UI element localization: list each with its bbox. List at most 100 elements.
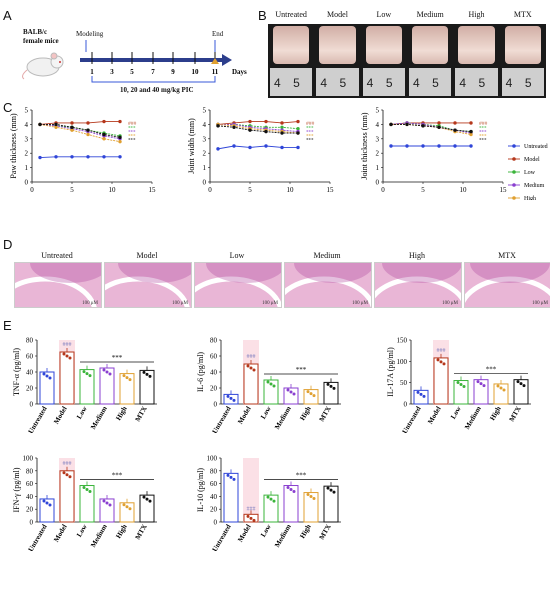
data-point	[405, 144, 409, 148]
data-point	[226, 473, 230, 477]
data-point	[125, 505, 129, 509]
day-label: 7	[151, 68, 155, 76]
treatment-significance: ***	[306, 139, 314, 144]
y-axis-label: IL-17A (pg/ml)	[386, 347, 395, 397]
y-tick-label: 20	[26, 385, 34, 393]
y-tick-label: 100	[207, 455, 218, 463]
ruler-digit: 4	[366, 76, 374, 90]
y-tick-label: 0	[30, 519, 34, 527]
data-point	[306, 390, 310, 394]
y-axis-label: Paw thickness (mm)	[9, 113, 18, 179]
treatment-significance: ***	[112, 472, 123, 480]
data-point	[469, 144, 473, 148]
treatment-significance: ***	[479, 131, 487, 136]
bar	[59, 470, 75, 523]
data-point	[296, 145, 300, 150]
series-line	[39, 123, 121, 143]
data-point	[86, 155, 90, 159]
y-tick-label: 100	[23, 455, 34, 463]
category-label: Low	[259, 404, 273, 420]
legend-label: Model	[524, 157, 540, 163]
paw-photo	[365, 26, 402, 64]
y-tick-label: 2	[203, 150, 207, 158]
data-point	[70, 128, 74, 132]
data-point	[148, 374, 152, 378]
histology-image: 100 μM	[374, 262, 462, 308]
data-point	[142, 495, 146, 499]
data-point	[226, 394, 230, 398]
data-point	[70, 155, 74, 159]
ruler	[362, 68, 405, 96]
timeline-svg: 1 3 5 7 9 10 11 Days	[80, 40, 247, 83]
treatment-significance: ***	[306, 127, 314, 132]
histology-image: 100 μM	[464, 262, 550, 308]
legend-label: Medium	[524, 183, 545, 189]
category-label: Medium	[463, 405, 483, 431]
histology-group-label: Low	[229, 251, 245, 260]
data-point	[86, 128, 90, 132]
data-point	[476, 380, 480, 384]
series-line	[391, 123, 472, 133]
y-tick-label: 1	[203, 164, 207, 172]
panel-label-b: B	[258, 8, 267, 23]
y-tick-label: 0	[25, 179, 29, 187]
data-point	[269, 497, 273, 501]
data-point	[122, 374, 126, 378]
series-line	[39, 123, 121, 140]
data-point	[232, 398, 236, 402]
data-point	[65, 473, 69, 477]
model-significance: ###	[306, 121, 315, 127]
y-tick-label: 80	[26, 337, 34, 345]
data-point	[469, 121, 473, 125]
panel-label-a: A	[3, 8, 12, 23]
data-point	[389, 144, 393, 148]
treatment-significance: ***	[296, 366, 307, 374]
y-tick-label: 60	[210, 353, 218, 361]
y-axis-label: Joint thickness (mm)	[360, 112, 369, 179]
ruler-digit: 5	[293, 76, 300, 90]
category-label: Untreated	[211, 405, 233, 435]
data-point	[102, 132, 106, 137]
x-tick-label: 0	[381, 186, 385, 194]
paw-photo	[273, 26, 310, 64]
data-point	[482, 384, 486, 388]
data-point	[289, 390, 293, 394]
category-label: Untreated	[27, 405, 49, 435]
ruler	[316, 68, 359, 96]
bar	[243, 363, 259, 405]
modeling-label: Modeling	[76, 30, 104, 38]
data-point	[296, 127, 300, 131]
legend-label: High	[524, 196, 536, 200]
data-point	[249, 516, 253, 520]
data-point	[229, 475, 233, 479]
day-label: 11	[212, 68, 219, 76]
panel-label-d: D	[3, 237, 13, 252]
category-label: MTX	[134, 523, 149, 541]
data-point	[216, 147, 220, 151]
data-point	[280, 121, 284, 125]
legend-label: Low	[524, 170, 536, 176]
ruler-digit: 5	[524, 76, 532, 90]
day-label: 9	[171, 68, 175, 76]
series-line	[40, 123, 121, 138]
data-point	[248, 119, 252, 124]
category-label: High	[298, 405, 312, 422]
data-point	[456, 381, 460, 385]
data-point	[122, 503, 126, 507]
data-point	[65, 354, 69, 358]
data-point	[519, 382, 523, 386]
x-tick-label: 15	[500, 186, 508, 194]
data-point	[469, 129, 473, 134]
legend-marker	[512, 170, 516, 174]
day-label: 5	[130, 68, 134, 76]
legend-label: Untreated	[524, 144, 548, 150]
y-tick-label: 20	[26, 506, 34, 514]
y-tick-label: 40	[210, 369, 218, 377]
ruler	[409, 68, 452, 96]
histology-group-label: MTX	[498, 251, 516, 260]
y-axis-label: TNF-α (pg/ml)	[12, 348, 21, 396]
data-point	[329, 384, 333, 388]
ruler-digit: 4	[505, 76, 513, 90]
ruler-digit: 4	[274, 76, 281, 90]
category-label: High	[114, 405, 128, 422]
